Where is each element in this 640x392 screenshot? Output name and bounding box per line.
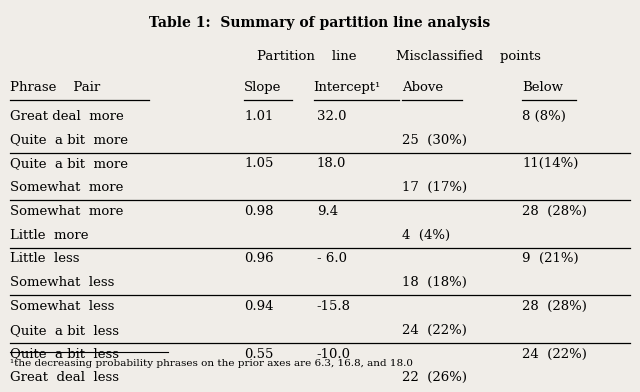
Text: - 6.0: - 6.0 bbox=[317, 252, 347, 265]
Text: Somewhat  less: Somewhat less bbox=[10, 300, 115, 313]
Text: Quite  a bit  more: Quite a bit more bbox=[10, 133, 129, 147]
Text: 4  (4%): 4 (4%) bbox=[402, 229, 451, 241]
Text: 22  (26%): 22 (26%) bbox=[402, 371, 467, 384]
Text: 8 (8%): 8 (8%) bbox=[522, 110, 566, 123]
Text: Great deal  more: Great deal more bbox=[10, 110, 124, 123]
Text: 9  (21%): 9 (21%) bbox=[522, 252, 579, 265]
Text: 1.01: 1.01 bbox=[244, 110, 273, 123]
Text: 11(14%): 11(14%) bbox=[522, 157, 579, 170]
Text: 0.94: 0.94 bbox=[244, 300, 274, 313]
Text: 24  (22%): 24 (22%) bbox=[522, 348, 587, 361]
Text: ¹the decreasing probability phrases on the prior axes are 6.3, 16.8, and 18.0: ¹the decreasing probability phrases on t… bbox=[10, 359, 413, 368]
Text: 0.98: 0.98 bbox=[244, 205, 274, 218]
Text: 32.0: 32.0 bbox=[317, 110, 346, 123]
Text: 9.4: 9.4 bbox=[317, 205, 338, 218]
Text: 28  (28%): 28 (28%) bbox=[522, 205, 587, 218]
Text: -15.8: -15.8 bbox=[317, 300, 351, 313]
Text: 0.96: 0.96 bbox=[244, 252, 274, 265]
Text: Somewhat  less: Somewhat less bbox=[10, 276, 115, 289]
Text: -10.0: -10.0 bbox=[317, 348, 351, 361]
Text: Misclassified    points: Misclassified points bbox=[396, 50, 541, 63]
Text: Below: Below bbox=[522, 81, 563, 94]
Text: 28  (28%): 28 (28%) bbox=[522, 300, 587, 313]
Text: 24  (22%): 24 (22%) bbox=[402, 324, 467, 337]
Text: 1.05: 1.05 bbox=[244, 157, 273, 170]
Text: Great  deal  less: Great deal less bbox=[10, 371, 120, 384]
Text: Somewhat  more: Somewhat more bbox=[10, 205, 124, 218]
Text: Quite  a bit  less: Quite a bit less bbox=[10, 348, 120, 361]
Text: Little  more: Little more bbox=[10, 229, 89, 241]
Text: 17  (17%): 17 (17%) bbox=[402, 181, 467, 194]
Text: Table 1:  Summary of partition line analysis: Table 1: Summary of partition line analy… bbox=[149, 16, 491, 30]
Text: Partition    line: Partition line bbox=[257, 50, 356, 63]
Text: 25  (30%): 25 (30%) bbox=[402, 133, 467, 147]
Text: Little  less: Little less bbox=[10, 252, 80, 265]
Text: Phrase    Pair: Phrase Pair bbox=[10, 81, 100, 94]
Text: Quite  a bit  less: Quite a bit less bbox=[10, 324, 120, 337]
Text: 18.0: 18.0 bbox=[317, 157, 346, 170]
Text: Quite  a bit  more: Quite a bit more bbox=[10, 157, 129, 170]
Text: 18  (18%): 18 (18%) bbox=[402, 276, 467, 289]
Text: 0.55: 0.55 bbox=[244, 348, 273, 361]
Text: Above: Above bbox=[402, 81, 444, 94]
Text: Somewhat  more: Somewhat more bbox=[10, 181, 124, 194]
Text: Slope: Slope bbox=[244, 81, 282, 94]
Text: Intercept¹: Intercept¹ bbox=[314, 81, 381, 94]
